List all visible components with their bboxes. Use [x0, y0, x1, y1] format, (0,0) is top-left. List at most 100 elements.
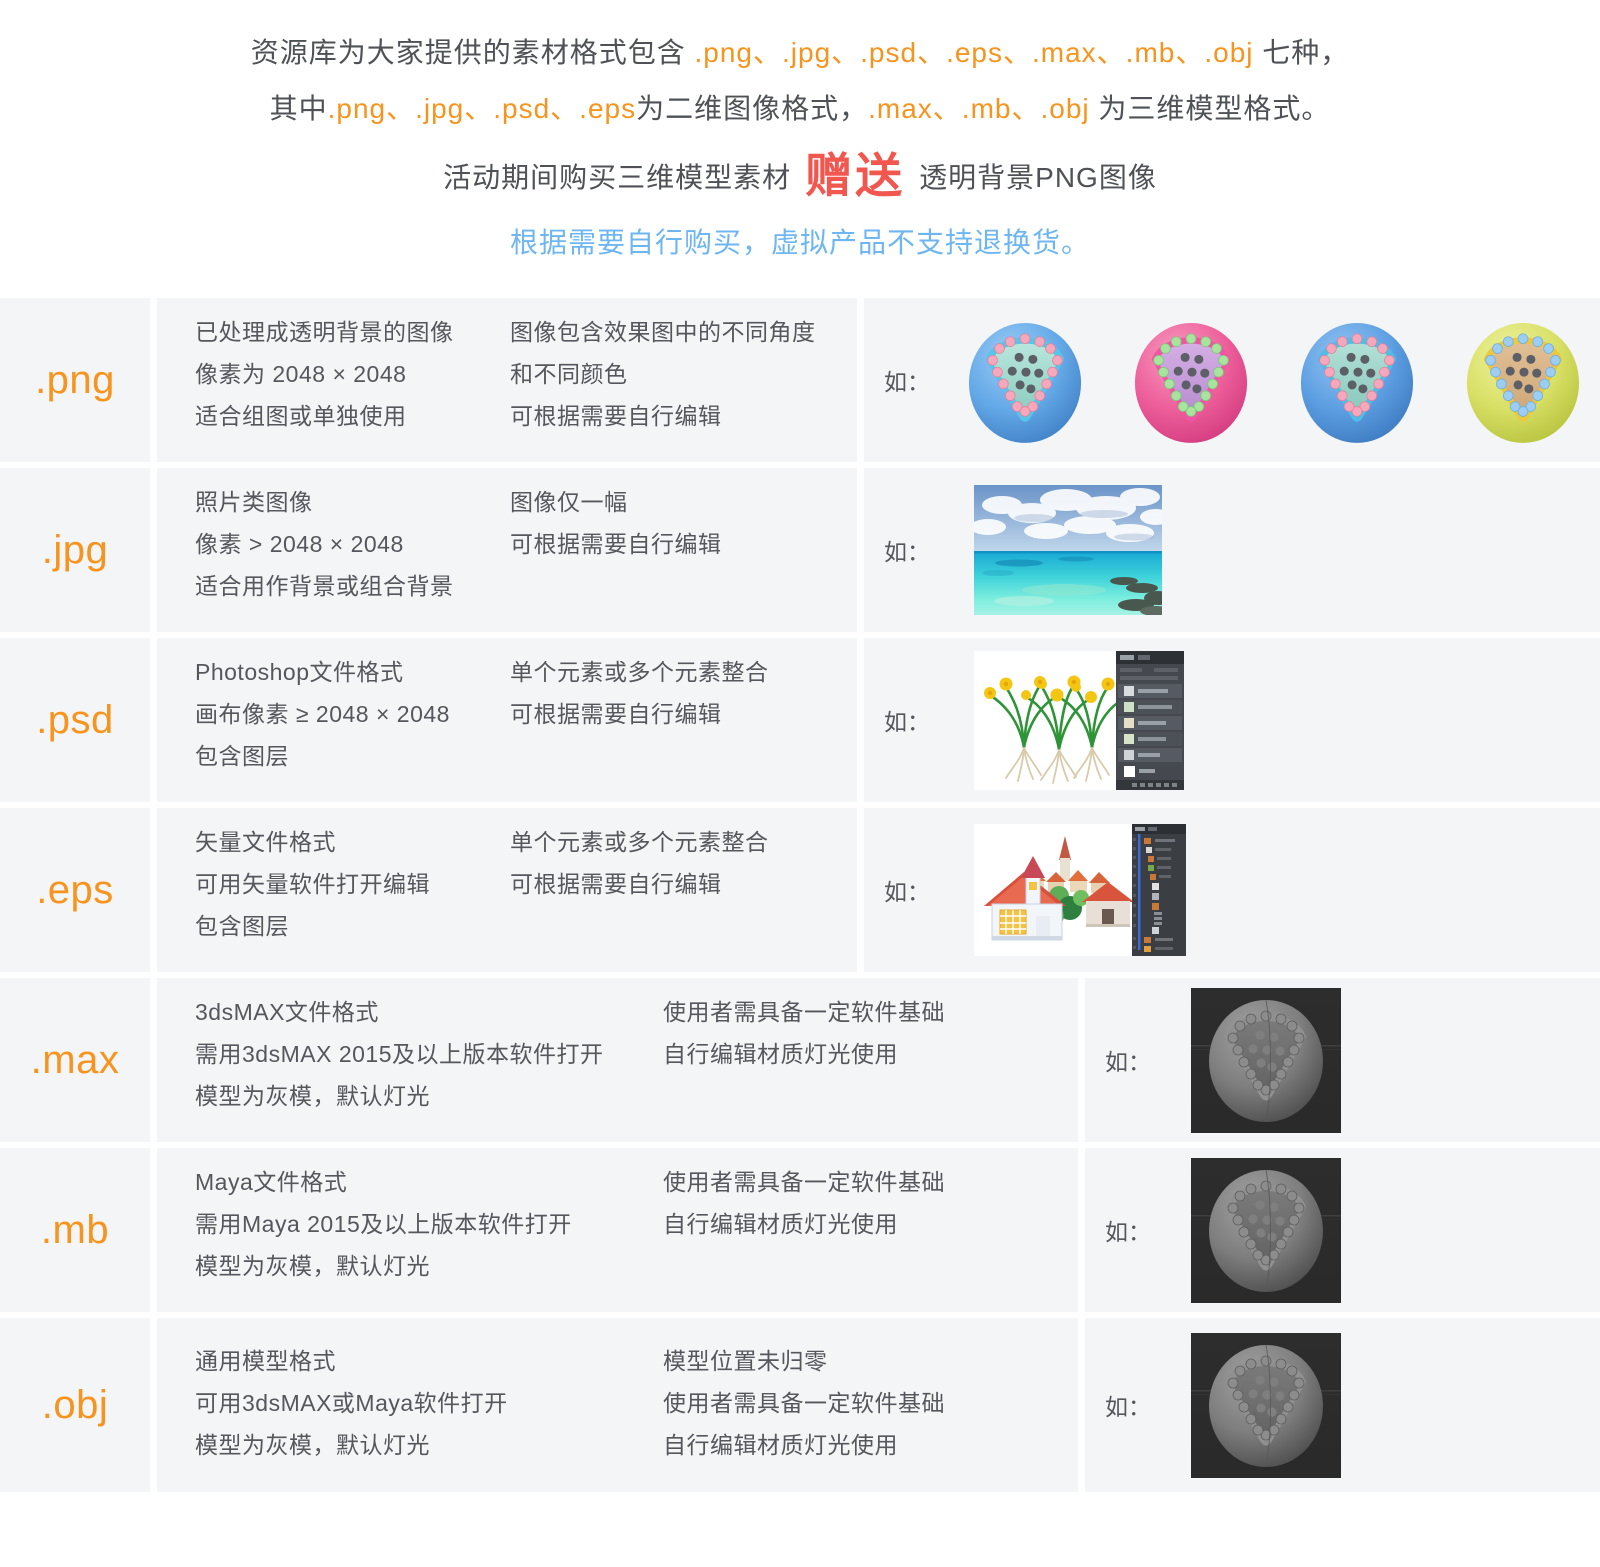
example-label: 如：: [1105, 1219, 1151, 1245]
example-cell: 如：: [1085, 1318, 1600, 1492]
description-col-2: 模型位置未归零 使用者需具备一定软件基础 自行编辑材质灯光使用: [663, 1340, 945, 1492]
model-example-render: [1191, 987, 1341, 1133]
description-line: 需用3dsMAX 2015及以上版本软件打开: [195, 1041, 604, 1067]
example-cell: 如：: [864, 298, 1600, 462]
format-description: 矢量文件格式 可用矢量软件打开编辑 包含图层 单个元素或多个元素整合 可根据需要…: [157, 808, 857, 972]
intro-section: 资源库为大家提供的素材格式包含 .png、.jpg、.psd、.eps、.max…: [0, 0, 1600, 260]
format-description: 已处理成透明背景的图像 像素为 2048 × 2048 适合组图或单独使用 图像…: [157, 298, 857, 462]
example-cell: 如：: [1085, 1148, 1600, 1312]
format-label: .obj: [41, 1382, 109, 1427]
format-row-mb: .mb Maya文件格式 需用Maya 2015及以上版本软件打开 模型为灰模，…: [0, 1148, 1600, 1312]
description-col-2: 单个元素或多个元素整合 可根据需要自行编辑: [510, 821, 769, 972]
description-col-2: 单个元素或多个元素整合 可根据需要自行编辑: [510, 651, 769, 802]
description-line: 像素为 2048 × 2048: [195, 361, 407, 387]
format-label-cell: .psd: [0, 638, 150, 802]
description-col-1: 已处理成透明背景的图像 像素为 2048 × 2048 适合组图或单独使用: [195, 311, 472, 462]
description-line: 可用矢量软件打开编辑: [195, 871, 430, 897]
format-label-cell: .mb: [0, 1148, 150, 1312]
format-label: .max: [30, 1037, 120, 1082]
description-line: 画布像素 ≥ 2048 × 2048: [195, 701, 450, 727]
description-col-2: 使用者需具备一定软件基础 自行编辑材质灯光使用: [663, 991, 945, 1142]
description-line: 需用Maya 2015及以上版本软件打开: [195, 1211, 572, 1237]
sphere-variant-2: [1132, 316, 1250, 444]
intro-line-1-prefix: 资源库为大家提供的素材格式包含: [250, 37, 695, 68]
description-line: 使用者需具备一定软件基础: [663, 1390, 945, 1416]
format-list-2d: .png、.jpg、.psd、.eps: [327, 93, 637, 124]
description-line: 使用者需具备一定软件基础: [663, 1169, 945, 1195]
description-line: 3dsMAX文件格式: [195, 999, 379, 1025]
model-example-render: [1191, 1157, 1341, 1303]
format-label-cell: .obj: [0, 1318, 150, 1492]
format-list-all: .png、.jpg、.psd、.eps、.max、.mb、.obj: [694, 37, 1254, 68]
description-col-1: Photoshop文件格式 画布像素 ≥ 2048 × 2048 包含图层: [195, 651, 472, 802]
intro-line-2: 其中.png、.jpg、.psd、.eps为二维图像格式，.max、.mb、.o…: [0, 92, 1600, 126]
example-label: 如：: [1105, 1049, 1151, 1075]
description-line: 可根据需要自行编辑: [510, 531, 722, 557]
description-line: 模型为灰模，默认灯光: [195, 1083, 430, 1109]
promo-prefix: 活动期间购买三维模型素材: [443, 162, 792, 193]
description-line: 像素 > 2048 × 2048: [195, 531, 404, 557]
format-label-cell: .eps: [0, 808, 150, 972]
format-description: 照片类图像 像素 > 2048 × 2048 适合用作背景或组合背景 图像仅一幅…: [157, 468, 857, 632]
format-description: Photoshop文件格式 画布像素 ≥ 2048 × 2048 包含图层 单个…: [157, 638, 857, 802]
description-line: Maya文件格式: [195, 1169, 348, 1195]
description-col-1: Maya文件格式 需用Maya 2015及以上版本软件打开 模型为灰模，默认灯光: [195, 1161, 625, 1312]
intro-line-2-mid: 为二维图像格式，: [636, 93, 869, 124]
format-label: .mb: [40, 1207, 110, 1252]
format-list-3d: .max、.mb、.obj: [868, 93, 1090, 124]
page: 资源库为大家提供的素材格式包含 .png、.jpg、.psd、.eps、.max…: [0, 0, 1600, 1492]
png-example-spheres: [966, 316, 1582, 444]
notice-line: 根据需要自行购买，虚拟产品不支持退换货。: [509, 227, 1090, 258]
jpg-example-photo: [974, 485, 1162, 615]
description-line: 单个元素或多个元素整合: [510, 659, 769, 685]
example-label: 如：: [884, 879, 930, 905]
promo-line: 活动期间购买三维模型素材 赠送 透明背景PNG图像: [0, 150, 1600, 202]
format-label: .psd: [36, 697, 114, 742]
description-line: 已处理成透明背景的图像: [195, 319, 454, 345]
sphere-variant-4: [1464, 316, 1582, 444]
format-label-cell: .png: [0, 298, 150, 462]
description-col-2: 图像仅一幅 可根据需要自行编辑: [510, 481, 722, 632]
description-line: 单个元素或多个元素整合: [510, 829, 769, 855]
description-line: 自行编辑材质灯光使用: [663, 1432, 898, 1458]
sphere-variant-1: [966, 316, 1084, 444]
example-label: 如：: [884, 709, 930, 735]
format-label-cell: .jpg: [0, 468, 150, 632]
format-table: .png 已处理成透明背景的图像 像素为 2048 × 2048 适合组图或单独…: [0, 298, 1600, 1492]
description-line: 和不同颜色: [510, 361, 628, 387]
example-label: 如：: [1105, 1394, 1151, 1420]
example-cell: 如：: [864, 638, 1600, 802]
example-label: 如：: [884, 369, 930, 395]
description-line: 适合组图或单独使用: [195, 403, 407, 429]
format-row-eps: .eps 矢量文件格式 可用矢量软件打开编辑 包含图层 单个元素或多个元素整合 …: [0, 808, 1600, 972]
format-label: .eps: [36, 867, 114, 912]
description-line: 包含图层: [195, 743, 289, 769]
intro-line-2-suffix: 为三维模型格式。: [1089, 93, 1331, 124]
description-line: 通用模型格式: [195, 1348, 336, 1374]
description-line: 可根据需要自行编辑: [510, 403, 722, 429]
description-line: 图像仅一幅: [510, 489, 628, 515]
format-label-cell: .max: [0, 978, 150, 1142]
format-label: .png: [35, 357, 115, 402]
description-line: 可根据需要自行编辑: [510, 701, 722, 727]
description-line: 自行编辑材质灯光使用: [663, 1211, 898, 1237]
gift-badge: 赠送: [805, 149, 906, 202]
intro-line-2-prefix: 其中: [269, 93, 328, 124]
description-col-1: 通用模型格式 可用3dsMAX或Maya软件打开 模型为灰模，默认灯光: [195, 1340, 625, 1492]
format-row-max: .max 3dsMAX文件格式 需用3dsMAX 2015及以上版本软件打开 模…: [0, 978, 1600, 1142]
description-col-1: 3dsMAX文件格式 需用3dsMAX 2015及以上版本软件打开 模型为灰模，…: [195, 991, 625, 1142]
example-cell: 如：: [1085, 978, 1600, 1142]
description-col-1: 矢量文件格式 可用矢量软件打开编辑 包含图层: [195, 821, 472, 972]
example-label: 如：: [884, 539, 930, 565]
description-line: Photoshop文件格式: [195, 659, 404, 685]
description-col-2: 使用者需具备一定软件基础 自行编辑材质灯光使用: [663, 1161, 945, 1312]
format-description: 通用模型格式 可用3dsMAX或Maya软件打开 模型为灰模，默认灯光 模型位置…: [157, 1318, 1078, 1492]
description-col-2: 图像包含效果图中的不同角度 和不同颜色 可根据需要自行编辑: [510, 311, 816, 462]
model-example-render: [1191, 1332, 1341, 1478]
description-line: 包含图层: [195, 913, 289, 939]
description-line: 矢量文件格式: [195, 829, 336, 855]
eps-example-screenshot: [974, 824, 1186, 956]
description-line: 适合用作背景或组合背景: [195, 573, 454, 599]
description-col-1: 照片类图像 像素 > 2048 × 2048 适合用作背景或组合背景: [195, 481, 472, 632]
format-row-obj: .obj 通用模型格式 可用3dsMAX或Maya软件打开 模型为灰模，默认灯光…: [0, 1318, 1600, 1492]
